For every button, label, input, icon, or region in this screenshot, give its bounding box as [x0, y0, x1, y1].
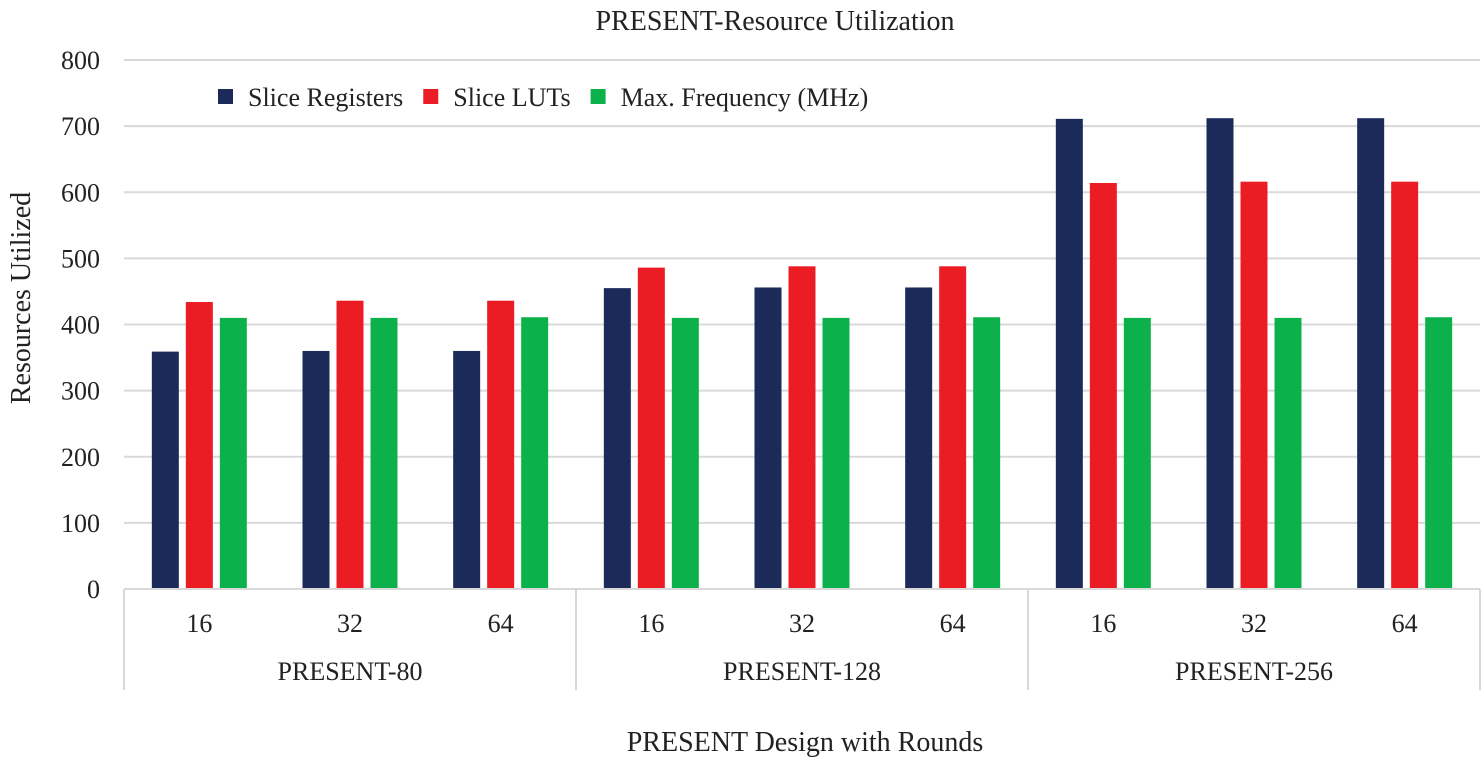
- bar: [637, 267, 665, 589]
- bar: [1206, 118, 1234, 589]
- legend-label: Slice LUTs: [453, 83, 570, 112]
- bar: [603, 288, 631, 589]
- bar: [336, 300, 364, 589]
- bar: [151, 351, 179, 589]
- x-tick-label: 32: [1241, 609, 1267, 638]
- y-axis-label: Resources Utilized: [6, 192, 37, 404]
- x-group-label: PRESENT-128: [723, 657, 881, 686]
- x-tick-label: 32: [789, 609, 815, 638]
- x-axis: 16 32 64 PRESENT-80 16 32 64 PRESENT-128 16 32 64 P…: [123, 588, 1481, 690]
- x-tick-label: 64: [940, 609, 966, 638]
- legend-label: Max. Frequency (MHz): [621, 83, 869, 112]
- bar: [1357, 118, 1385, 589]
- chart-title: PRESENT-Resource Utilization: [595, 6, 954, 37]
- x-tick-label: 16: [186, 609, 212, 638]
- y-axis-ticks: 0 100 200 300 400 500 600 700 800: [61, 46, 100, 604]
- y-tick-label: 200: [61, 443, 100, 472]
- bar: [521, 317, 549, 589]
- y-tick-label: 400: [61, 311, 100, 340]
- y-tick-label: 100: [61, 509, 100, 538]
- x-tick-label: 16: [1090, 609, 1116, 638]
- legend: Slice Registers Slice LUTs Max. Frequency …: [218, 83, 868, 112]
- bar: [754, 287, 782, 589]
- x-axis-label: PRESENT Design with Rounds: [627, 727, 984, 758]
- legend-swatch: [590, 89, 606, 104]
- x-tick-label: 32: [337, 609, 363, 638]
- bar: [453, 350, 481, 589]
- bar: [822, 317, 850, 589]
- y-tick-label: 0: [87, 575, 100, 604]
- x-group-label: PRESENT-80: [278, 657, 423, 686]
- legend-swatch: [423, 89, 439, 104]
- bar: [973, 317, 1001, 589]
- x-tick-label: 64: [488, 609, 514, 638]
- y-tick-label: 500: [61, 244, 100, 273]
- bar: [1055, 118, 1083, 589]
- x-group-label: PRESENT-256: [1175, 657, 1333, 686]
- y-tick-label: 600: [61, 178, 100, 207]
- y-tick-label: 800: [61, 46, 100, 75]
- bar: [1089, 182, 1117, 589]
- bar: [487, 300, 515, 589]
- bar: [302, 350, 330, 589]
- legend-swatch: [218, 89, 233, 104]
- x-tick-label: 64: [1392, 609, 1418, 638]
- bar: [671, 317, 699, 589]
- bars: [151, 118, 1453, 590]
- bar: [1425, 317, 1453, 589]
- y-tick-label: 700: [61, 112, 100, 141]
- bar: [905, 287, 933, 589]
- bar: [185, 302, 213, 589]
- bar: [788, 266, 816, 589]
- y-tick-label: 300: [61, 377, 100, 406]
- legend-label: Slice Registers: [248, 83, 403, 112]
- bar: [370, 317, 398, 589]
- bar: [1274, 317, 1302, 589]
- bar: [1391, 181, 1419, 590]
- bar: [1240, 181, 1268, 590]
- bar: [939, 266, 967, 589]
- bar: [219, 317, 247, 589]
- x-tick-label: 16: [638, 609, 664, 638]
- bar: [1123, 317, 1151, 589]
